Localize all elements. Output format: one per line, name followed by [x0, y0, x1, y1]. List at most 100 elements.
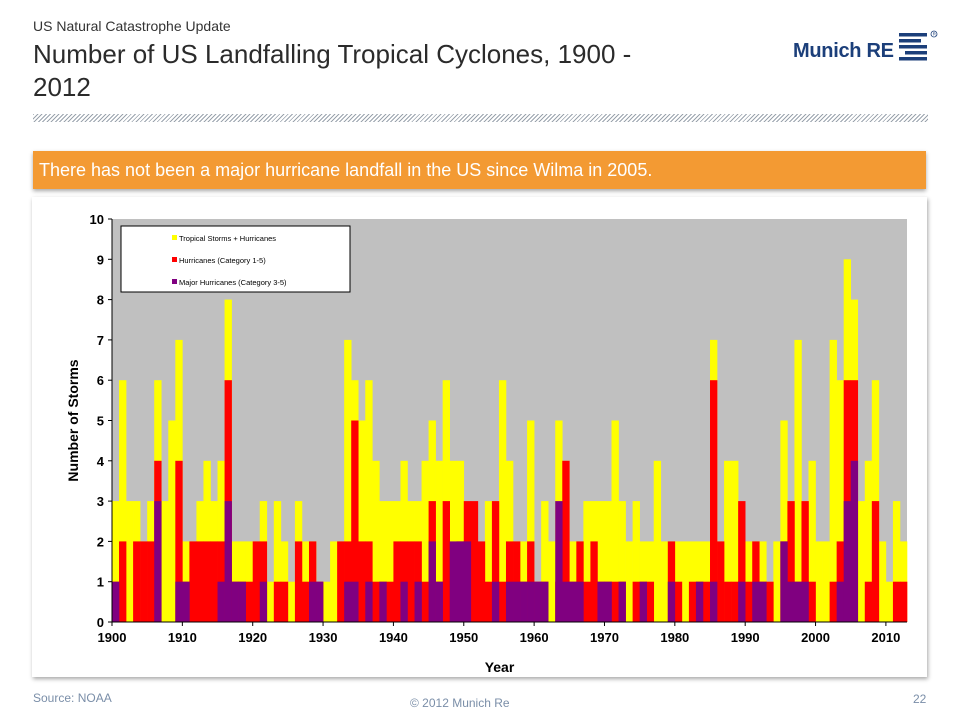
bar-hurricane-1974: [632, 581, 640, 622]
x-tick-label: 1900: [98, 630, 127, 645]
bar-major-1956: [505, 581, 514, 622]
bar-major-1915: [217, 581, 225, 622]
x-tick-label: 1980: [660, 630, 689, 645]
bar-hurricane-1967: [583, 581, 591, 622]
bar-tropical-1922: [266, 581, 275, 622]
munich-re-logo: Munich RE R: [793, 30, 943, 70]
bar-hurricane-1971: [611, 581, 619, 622]
legend-box: [120, 225, 351, 293]
bar-hurricane-1914: [210, 541, 218, 622]
x-tick-label: 1970: [590, 630, 619, 645]
bar-tropical-2011: [892, 501, 901, 622]
bar-tropical-2001: [822, 541, 830, 622]
x-tick-label: 1960: [520, 630, 549, 645]
x-tick-label: 1950: [449, 630, 478, 645]
bar-tropical-1901: [119, 380, 127, 622]
bar-tropical-1908: [168, 420, 176, 622]
bar-tropical-1925: [287, 581, 296, 622]
bar-hurricane-1947: [442, 501, 450, 622]
bar-tropical-1961: [541, 501, 549, 622]
bar-major-1928: [308, 581, 317, 622]
bar-tropical-2009: [878, 541, 887, 622]
bar-tropical-1936: [365, 380, 373, 622]
bar-tropical-1953: [484, 501, 493, 622]
bar-major-1933: [344, 581, 352, 622]
x-tick-label: 2010: [871, 630, 900, 645]
bar-major-1995: [780, 541, 788, 622]
bar-major-1975: [639, 581, 647, 622]
bar-major-1900: [112, 581, 120, 622]
y-tick-label: 7: [97, 333, 104, 348]
bar-major-1996: [787, 581, 795, 622]
bar-tropical-1907: [161, 501, 169, 622]
bar-hurricane-1955: [498, 581, 507, 622]
bar-tropical-1988: [731, 460, 739, 622]
bar-hurricane-1998: [801, 501, 809, 622]
legend-entry: Hurricanes (Category 1-5): [179, 256, 266, 265]
bar-tropical-1971: [611, 420, 619, 622]
bar-hurricane-1903: [133, 541, 141, 622]
bar-tropical-1900: [112, 501, 120, 622]
bar-hurricane-1982: [688, 581, 697, 622]
legend-swatch: [172, 257, 177, 262]
source-note: Source: NOAA: [33, 691, 112, 705]
bar-major-1948: [449, 541, 458, 622]
bar-major-1970: [604, 581, 612, 622]
y-tick-label: 4: [97, 454, 105, 469]
bar-hurricane-1986: [717, 541, 725, 622]
bar-major-1961: [541, 581, 549, 622]
bar-major-1916: [224, 501, 232, 622]
bar-hurricane-1954: [491, 501, 500, 622]
x-axis-title: Year: [485, 659, 515, 675]
bar-tropical-1967: [583, 501, 591, 622]
bar-major-1979: [667, 581, 676, 622]
bar-major-1959: [527, 581, 535, 622]
bar-major-1910: [182, 581, 190, 622]
legend-entry: Major Hurricanes (Category 3-5): [179, 278, 287, 287]
bar-tropical-1937: [372, 460, 380, 622]
bar-hurricane-1939: [386, 581, 394, 622]
bar-hurricane-1923: [273, 581, 282, 622]
bar-tropical-1962: [548, 541, 556, 622]
bar-major-1966: [576, 581, 584, 622]
callout-text: There has not been a major hurricane lan…: [39, 160, 653, 180]
bar-hurricane-1919: [245, 581, 254, 622]
x-tick-label: 1940: [379, 630, 408, 645]
bar-hurricane-1952: [477, 541, 486, 622]
bar-hurricane-1904: [140, 541, 148, 622]
callout-banner: There has not been a major hurricane lan…: [33, 151, 926, 189]
bar-major-1938: [379, 581, 387, 622]
logo-mark-icon: R: [899, 30, 938, 61]
bar-major-1960: [534, 581, 542, 622]
bar-hurricane-2008: [871, 501, 880, 622]
bar-hurricane-2002: [829, 581, 837, 622]
bar-hurricane-1944: [421, 581, 429, 622]
legend-entry: Tropical Storms + Hurricanes: [179, 234, 276, 243]
bar-hurricane-2007: [864, 581, 873, 622]
bar-tropical-1902: [126, 501, 134, 622]
y-tick-label: 0: [97, 615, 104, 630]
bar-hurricane-1934: [351, 420, 359, 622]
bar-tropical-1930: [323, 581, 331, 622]
bar-tropical-1959: [527, 420, 535, 622]
bar-tropical-2006: [857, 501, 866, 622]
bar-major-1998: [801, 581, 809, 622]
bar-tropical-2000: [815, 541, 823, 622]
x-tick-label: 1930: [309, 630, 338, 645]
bar-major-1943: [414, 581, 422, 622]
bar-hurricane-1953: [484, 581, 493, 622]
bar-major-1954: [491, 581, 500, 622]
bar-tropical-1935: [358, 420, 366, 622]
y-tick-label: 1: [97, 575, 104, 590]
bar-major-1997: [794, 581, 802, 622]
bar-hurricane-1980: [674, 581, 683, 622]
bar-major-1992: [759, 581, 767, 622]
bar-major-1958: [520, 581, 528, 622]
bar-tropical-1995: [780, 420, 788, 622]
y-tick-label: 10: [90, 212, 104, 227]
bar-hurricane-1968: [590, 541, 598, 622]
bar-hurricane-1951: [470, 501, 479, 622]
bar-major-2004: [843, 501, 852, 622]
bar-hurricane-1926: [294, 541, 303, 622]
bar-hurricane-1911: [189, 541, 197, 622]
